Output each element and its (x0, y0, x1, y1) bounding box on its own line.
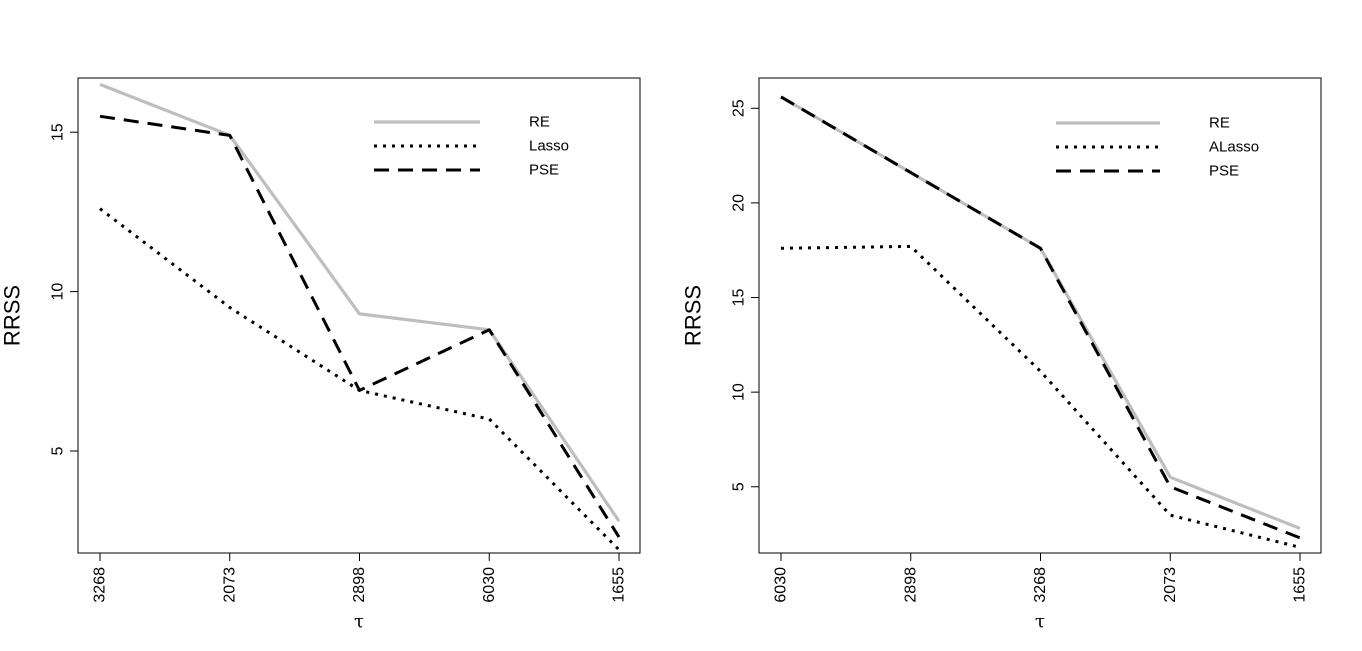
x-tick-label: 6030 (773, 567, 790, 603)
x-tick-label: 2898 (351, 567, 368, 603)
x-tick-label: 1655 (1292, 567, 1309, 603)
legend-label-pse: PSE (1209, 163, 1239, 180)
legend-label-lasso: Lasso (529, 138, 569, 155)
y-axis-title: RRSS (681, 285, 706, 346)
y-tick-label: 25 (731, 99, 748, 117)
legend: RE ALasso PSE (1056, 115, 1259, 180)
series-line-pse (99, 114, 621, 538)
legend: RE Lasso PSE (374, 114, 569, 179)
left-panel: 5 10 15 3268 2073 2898 6030 1655 RRSS τ RE Lasso PSE (0, 77, 641, 632)
legend-label-re: RE (1209, 115, 1230, 132)
x-axis-title: τ (354, 611, 364, 632)
series-line-alasso (780, 244, 1301, 549)
y-axis-title: RRSS (0, 285, 25, 346)
right-panel: 5 10 15 20 25 6030 2898 3268 2073 1655 RRSS τ RE ALas… (681, 77, 1322, 632)
y-tick-label: 15 (50, 123, 67, 141)
x-tick-label: 2073 (221, 567, 238, 603)
y-tick-label: 5 (731, 482, 748, 491)
x-axis-title: τ (1035, 611, 1045, 632)
y-tick-label: 10 (731, 383, 748, 401)
y-tick-label: 10 (50, 283, 67, 301)
series-line-pse (780, 95, 1301, 540)
y-tick-label: 15 (731, 289, 748, 307)
x-tick-label: 3268 (92, 567, 109, 603)
x-tick-label: 2073 (1162, 567, 1179, 603)
x-tick-label: 2898 (902, 567, 919, 603)
series-line-lasso (99, 207, 621, 551)
legend-label-alasso: ALasso (1209, 139, 1259, 156)
legend-label-pse: PSE (529, 162, 559, 179)
x-tick-label: 3268 (1032, 567, 1049, 603)
x-tick-label: 6030 (481, 567, 498, 603)
x-tick-label: 1655 (611, 567, 628, 603)
legend-label-re: RE (529, 114, 550, 131)
y-tick-label: 5 (50, 446, 67, 455)
y-tick-label: 20 (731, 194, 748, 212)
